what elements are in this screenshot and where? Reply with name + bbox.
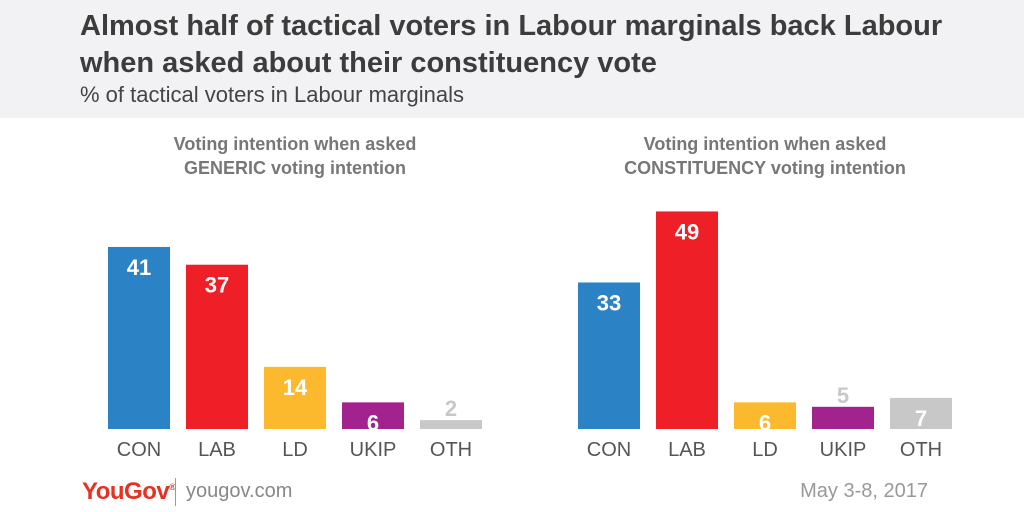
data-label-ukip: 5 [837, 383, 849, 408]
panel-title-line2: CONSTITUENCY voting intention [624, 158, 906, 178]
panel-title-constituency: Voting intention when asked CONSTITUENCY… [570, 132, 960, 180]
panel-title-line2: GENERIC voting intention [184, 158, 406, 178]
category-label-ukip: UKIP [820, 439, 867, 461]
chart-title: Almost half of tactical voters in Labour… [80, 10, 943, 79]
data-label-ld: 14 [283, 375, 308, 400]
panel-title-generic: Voting intention when asked GENERIC voti… [100, 132, 490, 180]
bar-oth [420, 420, 482, 429]
category-label-lab: LAB [198, 439, 236, 461]
category-label-lab: LAB [668, 439, 706, 461]
bar-ld [264, 366, 326, 429]
bar-con [108, 246, 170, 429]
category-label-oth: OTH [900, 439, 942, 461]
bar-oth [890, 397, 952, 429]
data-label-lab: 37 [205, 273, 229, 298]
data-label-oth: 2 [445, 396, 457, 421]
bar-ukip [342, 402, 404, 429]
footer-date: May 3-8, 2017 [800, 480, 928, 502]
yougov-logo: YouGov® [82, 478, 176, 505]
data-label-con: 33 [597, 290, 621, 315]
bar-ld [734, 402, 796, 429]
category-label-con: CON [117, 439, 161, 461]
bar-con [578, 282, 640, 429]
data-label-con: 41 [127, 255, 151, 280]
data-label-oth: 7 [915, 406, 927, 431]
panel-title-line1: Voting intention when asked [173, 134, 417, 154]
data-label-ld: 6 [759, 410, 771, 435]
bar-lab [656, 211, 718, 429]
bar-ukip [812, 406, 874, 429]
category-label-oth: OTH [430, 439, 472, 461]
category-label-ld: LD [282, 439, 308, 461]
category-label-con: CON [587, 439, 631, 461]
footer-divider [175, 478, 176, 506]
chart-subtitle: % of tactical voters in Labour marginals [80, 82, 464, 107]
category-label-ukip: UKIP [350, 439, 397, 461]
header-band: Almost half of tactical voters in Labour… [0, 0, 1024, 118]
data-label-lab: 49 [675, 219, 699, 244]
data-label-ukip: 6 [367, 410, 379, 435]
category-label-ld: LD [752, 439, 778, 461]
footer-site: yougov.com [186, 480, 293, 502]
bar-lab [186, 264, 248, 429]
panel-title-line1: Voting intention when asked [643, 134, 887, 154]
